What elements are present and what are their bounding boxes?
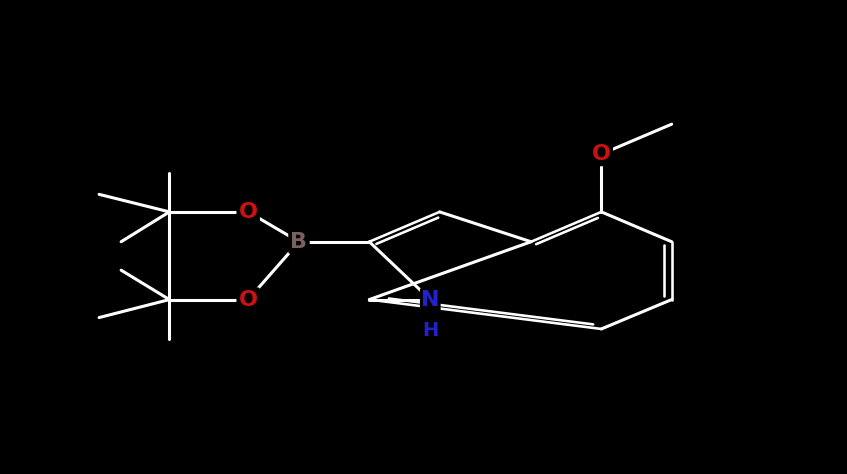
- Text: O: O: [239, 290, 257, 310]
- Text: H: H: [422, 321, 439, 340]
- Text: B: B: [291, 232, 307, 252]
- Text: N: N: [421, 290, 440, 310]
- Text: O: O: [592, 144, 611, 164]
- Text: O: O: [239, 202, 257, 222]
